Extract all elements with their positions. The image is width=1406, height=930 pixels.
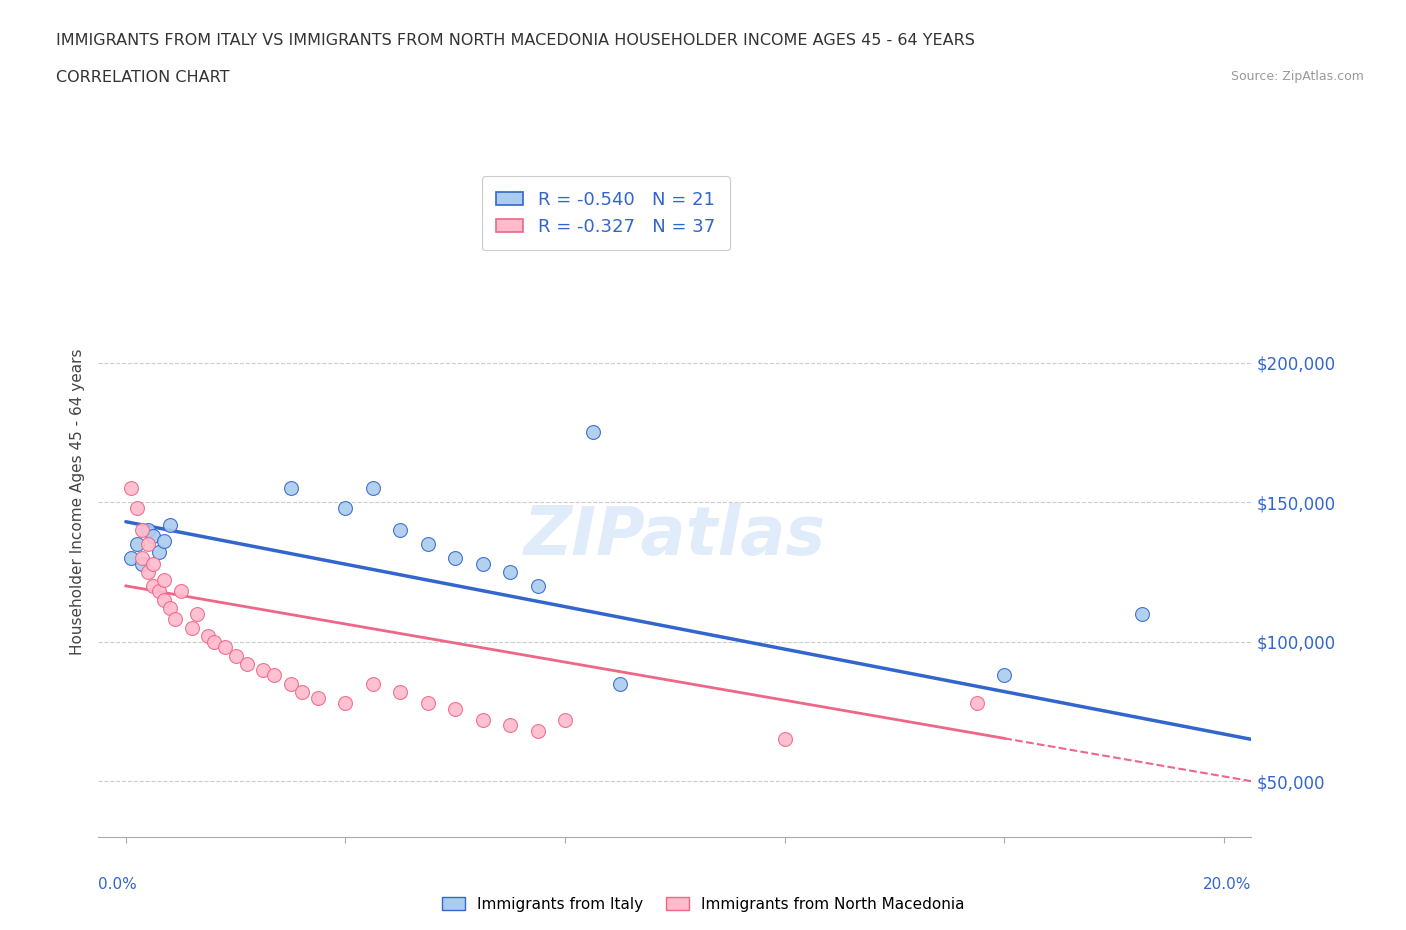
Point (554, 712, 576, 727)
Point (131, 551, 153, 565)
Point (471, 712, 494, 727)
Point (225, 648, 247, 663)
Point (125, 500, 148, 515)
Point (235, 657, 257, 671)
Point (170, 584, 193, 599)
Point (186, 606, 208, 621)
Point (159, 601, 181, 616)
Text: ZIPatlas: ZIPatlas (524, 503, 825, 568)
Point (131, 523, 153, 538)
Point (120, 481, 142, 496)
Point (609, 676, 631, 691)
Legend: Immigrants from Italy, Immigrants from North Macedonia: Immigrants from Italy, Immigrants from N… (436, 890, 970, 918)
Point (120, 551, 142, 565)
Point (444, 701, 467, 716)
Point (581, 425, 603, 440)
Point (361, 481, 384, 496)
Point (136, 537, 159, 551)
Point (142, 578, 165, 593)
Point (389, 684, 412, 699)
Point (165, 612, 187, 627)
Point (416, 696, 439, 711)
Point (125, 537, 148, 551)
Point (148, 545, 170, 560)
Point (993, 668, 1015, 683)
Point (499, 565, 522, 579)
Point (148, 584, 170, 599)
Point (153, 573, 176, 588)
Point (335, 696, 357, 711)
Point (142, 528, 165, 543)
Point (153, 534, 176, 549)
Point (416, 537, 439, 551)
Text: IMMIGRANTS FROM ITALY VS IMMIGRANTS FROM NORTH MACEDONIA HOUSEHOLDER INCOME AGES: IMMIGRANTS FROM ITALY VS IMMIGRANTS FROM… (56, 33, 976, 47)
Point (361, 676, 384, 691)
Point (526, 578, 548, 593)
Point (966, 696, 988, 711)
Point (773, 732, 796, 747)
Point (202, 634, 225, 649)
Point (252, 662, 274, 677)
Point (280, 676, 302, 691)
Point (307, 690, 329, 705)
Text: CORRELATION CHART: CORRELATION CHART (56, 70, 229, 85)
Point (214, 640, 236, 655)
Point (136, 523, 159, 538)
Point (471, 556, 494, 571)
Text: Source: ZipAtlas.com: Source: ZipAtlas.com (1230, 70, 1364, 83)
Text: 0.0%: 0.0% (98, 877, 138, 892)
Point (335, 500, 357, 515)
Point (526, 724, 548, 738)
Point (263, 668, 285, 683)
Point (142, 556, 165, 571)
Point (1130, 606, 1153, 621)
Point (136, 565, 159, 579)
Point (444, 551, 467, 565)
Point (280, 481, 302, 496)
Y-axis label: Householder Income Ages 45 - 64 years: Householder Income Ages 45 - 64 years (69, 349, 84, 656)
Point (389, 523, 412, 538)
Legend: R = -0.540   N = 21, R = -0.327   N = 37: R = -0.540 N = 21, R = -0.327 N = 37 (482, 177, 730, 250)
Point (131, 556, 153, 571)
Point (290, 684, 312, 699)
Point (197, 629, 219, 644)
Point (159, 517, 181, 532)
Point (180, 620, 202, 635)
Text: 20.0%: 20.0% (1204, 877, 1251, 892)
Point (499, 718, 522, 733)
Point (153, 592, 176, 607)
